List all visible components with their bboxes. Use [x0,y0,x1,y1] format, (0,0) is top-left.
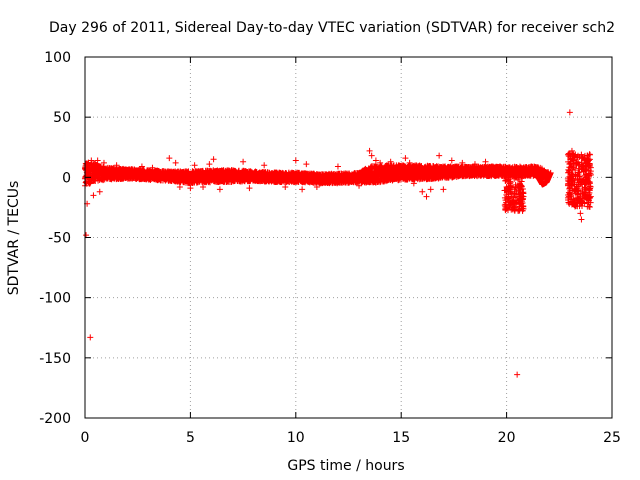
data-points [81,109,594,378]
grid [85,57,612,418]
